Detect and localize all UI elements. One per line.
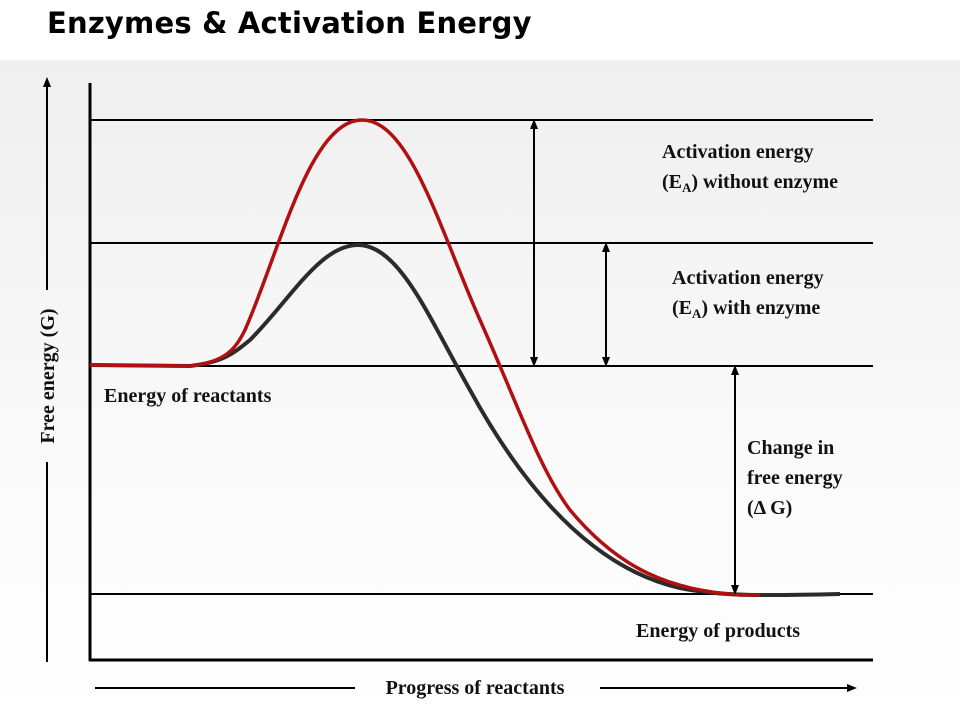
y-axis-label: Free energy (G)	[37, 308, 59, 443]
diagram-panel	[0, 60, 960, 720]
curve-without-enzyme	[89, 118, 760, 597]
delta-g-label-line2: free energy	[747, 467, 843, 489]
products-label: Energy of products	[636, 620, 800, 642]
page-title: Enzymes & Activation Energy	[47, 6, 532, 40]
curve-with-enzyme	[89, 242, 841, 598]
delta-g-label-line1: Change in	[747, 437, 834, 459]
reactants-label: Energy of reactants	[104, 385, 272, 407]
delta-g-label-line3: (Δ G)	[747, 497, 792, 519]
ea-without-label-line1: Activation energy	[662, 141, 814, 163]
ea-with-label-line1: Activation energy	[672, 267, 824, 289]
x-axis-label: Progress of reactants	[386, 677, 565, 699]
ea-with-label-line2: (EA) with enzyme	[672, 297, 820, 321]
ea-without-label-line2: (EA) without enzyme	[662, 171, 838, 195]
